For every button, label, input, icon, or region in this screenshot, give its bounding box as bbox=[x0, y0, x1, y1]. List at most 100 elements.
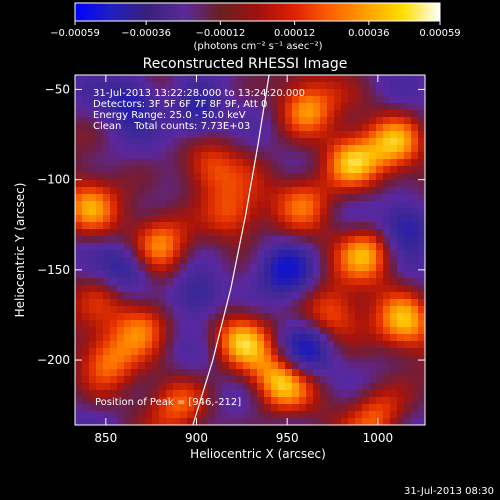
heatmap-cell bbox=[82, 348, 90, 356]
heatmap-cell bbox=[292, 194, 300, 202]
heatmap-cell bbox=[152, 411, 160, 419]
heatmap-cell bbox=[222, 222, 230, 230]
heatmap-cell bbox=[264, 222, 272, 230]
heatmap-cell bbox=[82, 369, 90, 377]
heatmap-cell bbox=[75, 166, 83, 174]
heatmap-cell bbox=[299, 208, 307, 216]
heatmap-cell bbox=[376, 173, 384, 181]
heatmap-cell bbox=[222, 334, 230, 342]
heatmap-cell bbox=[285, 187, 293, 195]
heatmap-cell bbox=[124, 376, 132, 384]
heatmap-cell bbox=[82, 376, 90, 384]
heatmap-cell bbox=[103, 82, 111, 90]
heatmap-cell bbox=[215, 383, 223, 391]
heatmap-cell bbox=[124, 341, 132, 349]
heatmap-cell bbox=[404, 180, 412, 188]
heatmap-cell bbox=[250, 383, 258, 391]
heatmap-cell bbox=[348, 152, 356, 160]
heatmap-cell bbox=[369, 82, 377, 90]
heatmap-cell bbox=[418, 124, 425, 132]
heatmap-cell bbox=[348, 75, 356, 83]
heatmap-cell bbox=[82, 208, 90, 216]
heatmap-cell bbox=[229, 229, 237, 237]
heatmap-cell bbox=[82, 215, 90, 223]
heatmap-cell bbox=[131, 383, 139, 391]
heatmap-cell bbox=[362, 180, 370, 188]
heatmap-cell bbox=[383, 75, 391, 83]
heatmap-cell bbox=[180, 201, 188, 209]
heatmap-cell bbox=[271, 243, 279, 251]
heatmap-cell bbox=[299, 292, 307, 300]
heatmap-cell bbox=[152, 383, 160, 391]
heatmap-cell bbox=[292, 159, 300, 167]
heatmap-cell bbox=[306, 131, 314, 139]
heatmap-cell bbox=[362, 362, 370, 370]
heatmap-cell bbox=[229, 264, 237, 272]
heatmap-cell bbox=[117, 89, 125, 97]
heatmap-cell bbox=[82, 229, 90, 237]
heatmap-cell bbox=[397, 285, 405, 293]
heatmap-cell bbox=[145, 215, 153, 223]
heatmap-cell bbox=[201, 327, 209, 335]
heatmap-cell bbox=[264, 152, 272, 160]
heatmap-cell bbox=[327, 173, 335, 181]
heatmap-cell bbox=[103, 89, 111, 97]
heatmap-cell bbox=[271, 82, 279, 90]
heatmap-cell bbox=[411, 341, 419, 349]
heatmap-cell bbox=[257, 82, 265, 90]
heatmap-cell bbox=[348, 313, 356, 321]
heatmap-cell bbox=[376, 362, 384, 370]
heatmap-cell bbox=[369, 194, 377, 202]
heatmap-cell bbox=[194, 334, 202, 342]
heatmap-cell bbox=[194, 215, 202, 223]
heatmap-cell bbox=[243, 411, 251, 419]
heatmap-cell bbox=[75, 222, 83, 230]
heatmap-cell bbox=[229, 299, 237, 307]
heatmap-cell bbox=[243, 194, 251, 202]
heatmap-cell bbox=[292, 75, 300, 83]
heatmap-cell bbox=[418, 222, 425, 230]
heatmap-cell bbox=[418, 278, 425, 286]
heatmap-cell bbox=[236, 355, 244, 363]
heatmap-cell bbox=[285, 159, 293, 167]
heatmap-cell bbox=[96, 194, 104, 202]
heatmap-cell bbox=[208, 131, 216, 139]
heatmap-cell bbox=[278, 278, 286, 286]
heatmap-cell bbox=[292, 152, 300, 160]
colorbar-gradient bbox=[74, 2, 441, 22]
heatmap-cell bbox=[411, 103, 419, 111]
heatmap-cell bbox=[299, 194, 307, 202]
heatmap-cell bbox=[215, 215, 223, 223]
heatmap-cell bbox=[166, 362, 174, 370]
heatmap-cell bbox=[341, 327, 349, 335]
heatmap-cell bbox=[124, 117, 132, 125]
heatmap-cell bbox=[390, 145, 398, 153]
heatmap-cell bbox=[166, 103, 174, 111]
heatmap-cell bbox=[362, 75, 370, 83]
heatmap-cell bbox=[236, 334, 244, 342]
heatmap-cell bbox=[208, 257, 216, 265]
heatmap-cell bbox=[404, 369, 412, 377]
heatmap-cell bbox=[376, 96, 384, 104]
heatmap-cell bbox=[110, 264, 118, 272]
heatmap-cell bbox=[187, 383, 195, 391]
heatmap-cell bbox=[355, 180, 363, 188]
heatmap-cell bbox=[215, 299, 223, 307]
heatmap-cell bbox=[278, 159, 286, 167]
heatmap-cell bbox=[89, 159, 97, 167]
heatmap-cell bbox=[306, 201, 314, 209]
heatmap-cell bbox=[418, 390, 425, 398]
heatmap-cell bbox=[418, 75, 425, 83]
heatmap-cell bbox=[145, 243, 153, 251]
heatmap-cell bbox=[250, 397, 258, 405]
heatmap-cell bbox=[187, 103, 195, 111]
heatmap-cell bbox=[194, 313, 202, 321]
heatmap-cell bbox=[103, 180, 111, 188]
heatmap-cell bbox=[180, 131, 188, 139]
heatmap-cell bbox=[222, 166, 230, 174]
heatmap-cell bbox=[383, 124, 391, 132]
heatmap-cell bbox=[215, 327, 223, 335]
heatmap-cell bbox=[201, 390, 209, 398]
heatmap-cell bbox=[75, 271, 83, 279]
heatmap-cell bbox=[257, 404, 265, 412]
